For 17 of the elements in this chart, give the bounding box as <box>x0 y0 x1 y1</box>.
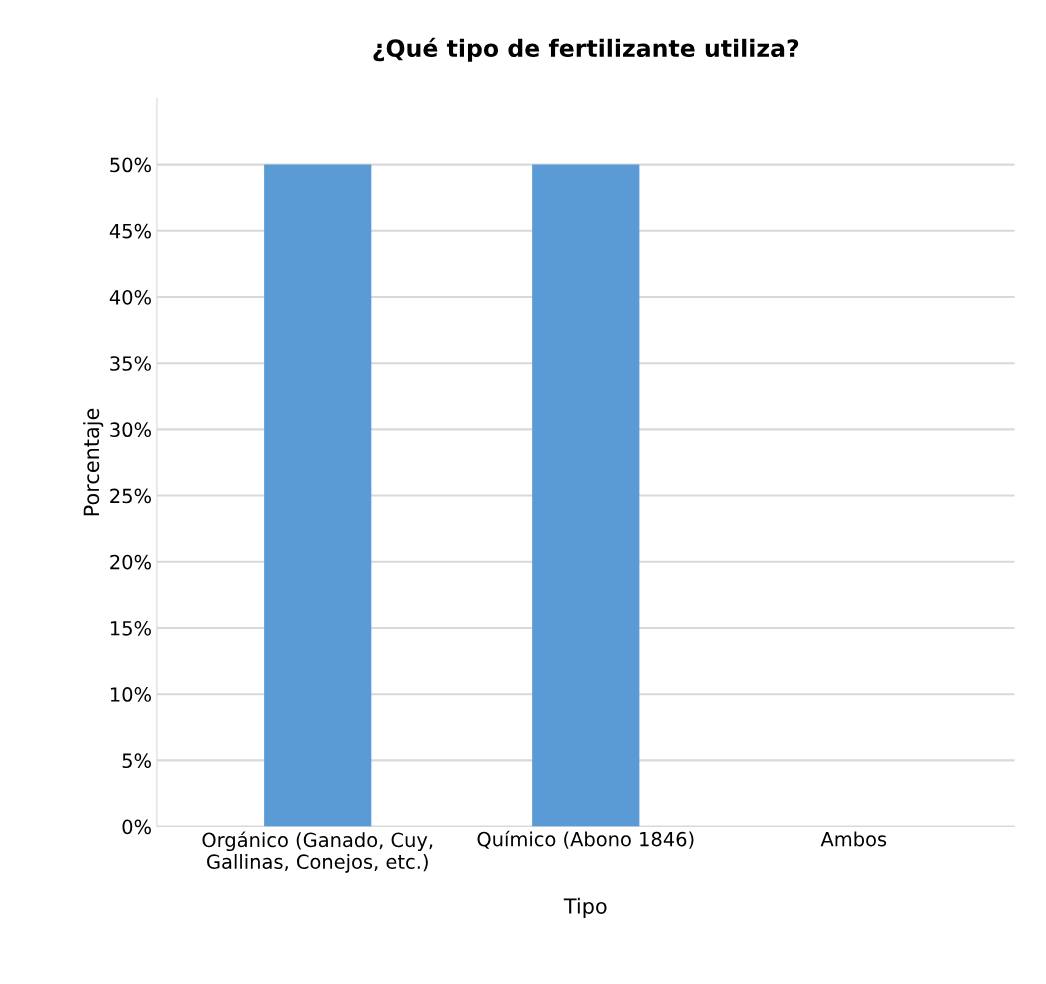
y-tick-label: 0% <box>122 819 151 835</box>
y-tick-label: 30% <box>110 422 151 438</box>
y-axis-title: Porcentaje <box>83 408 104 516</box>
x-tick-label: Ambos <box>820 831 887 847</box>
y-tick-label: 45% <box>109 223 151 239</box>
x-tick-label: Químico (Abono 1846) <box>477 830 694 849</box>
y-tick-label: 40% <box>109 289 151 305</box>
chart-title: ¿Qué tipo de fertilizante utiliza? <box>373 37 799 62</box>
y-tick-label: 15% <box>110 620 151 636</box>
y-tick-label: 25% <box>110 488 151 504</box>
x-axis-title: Tipo <box>563 897 607 918</box>
y-tick-label: 35% <box>110 356 151 371</box>
x-tick-label: Orgánico (Ganado, Cuy, Gallinas, Conejos, etc.) <box>202 831 433 873</box>
y-tick-label: 20% <box>110 554 151 570</box>
y-tick-label: 10% <box>110 687 151 702</box>
y-tick-label: 50% <box>110 157 151 173</box>
y-tick-label: 5% <box>122 753 151 769</box>
